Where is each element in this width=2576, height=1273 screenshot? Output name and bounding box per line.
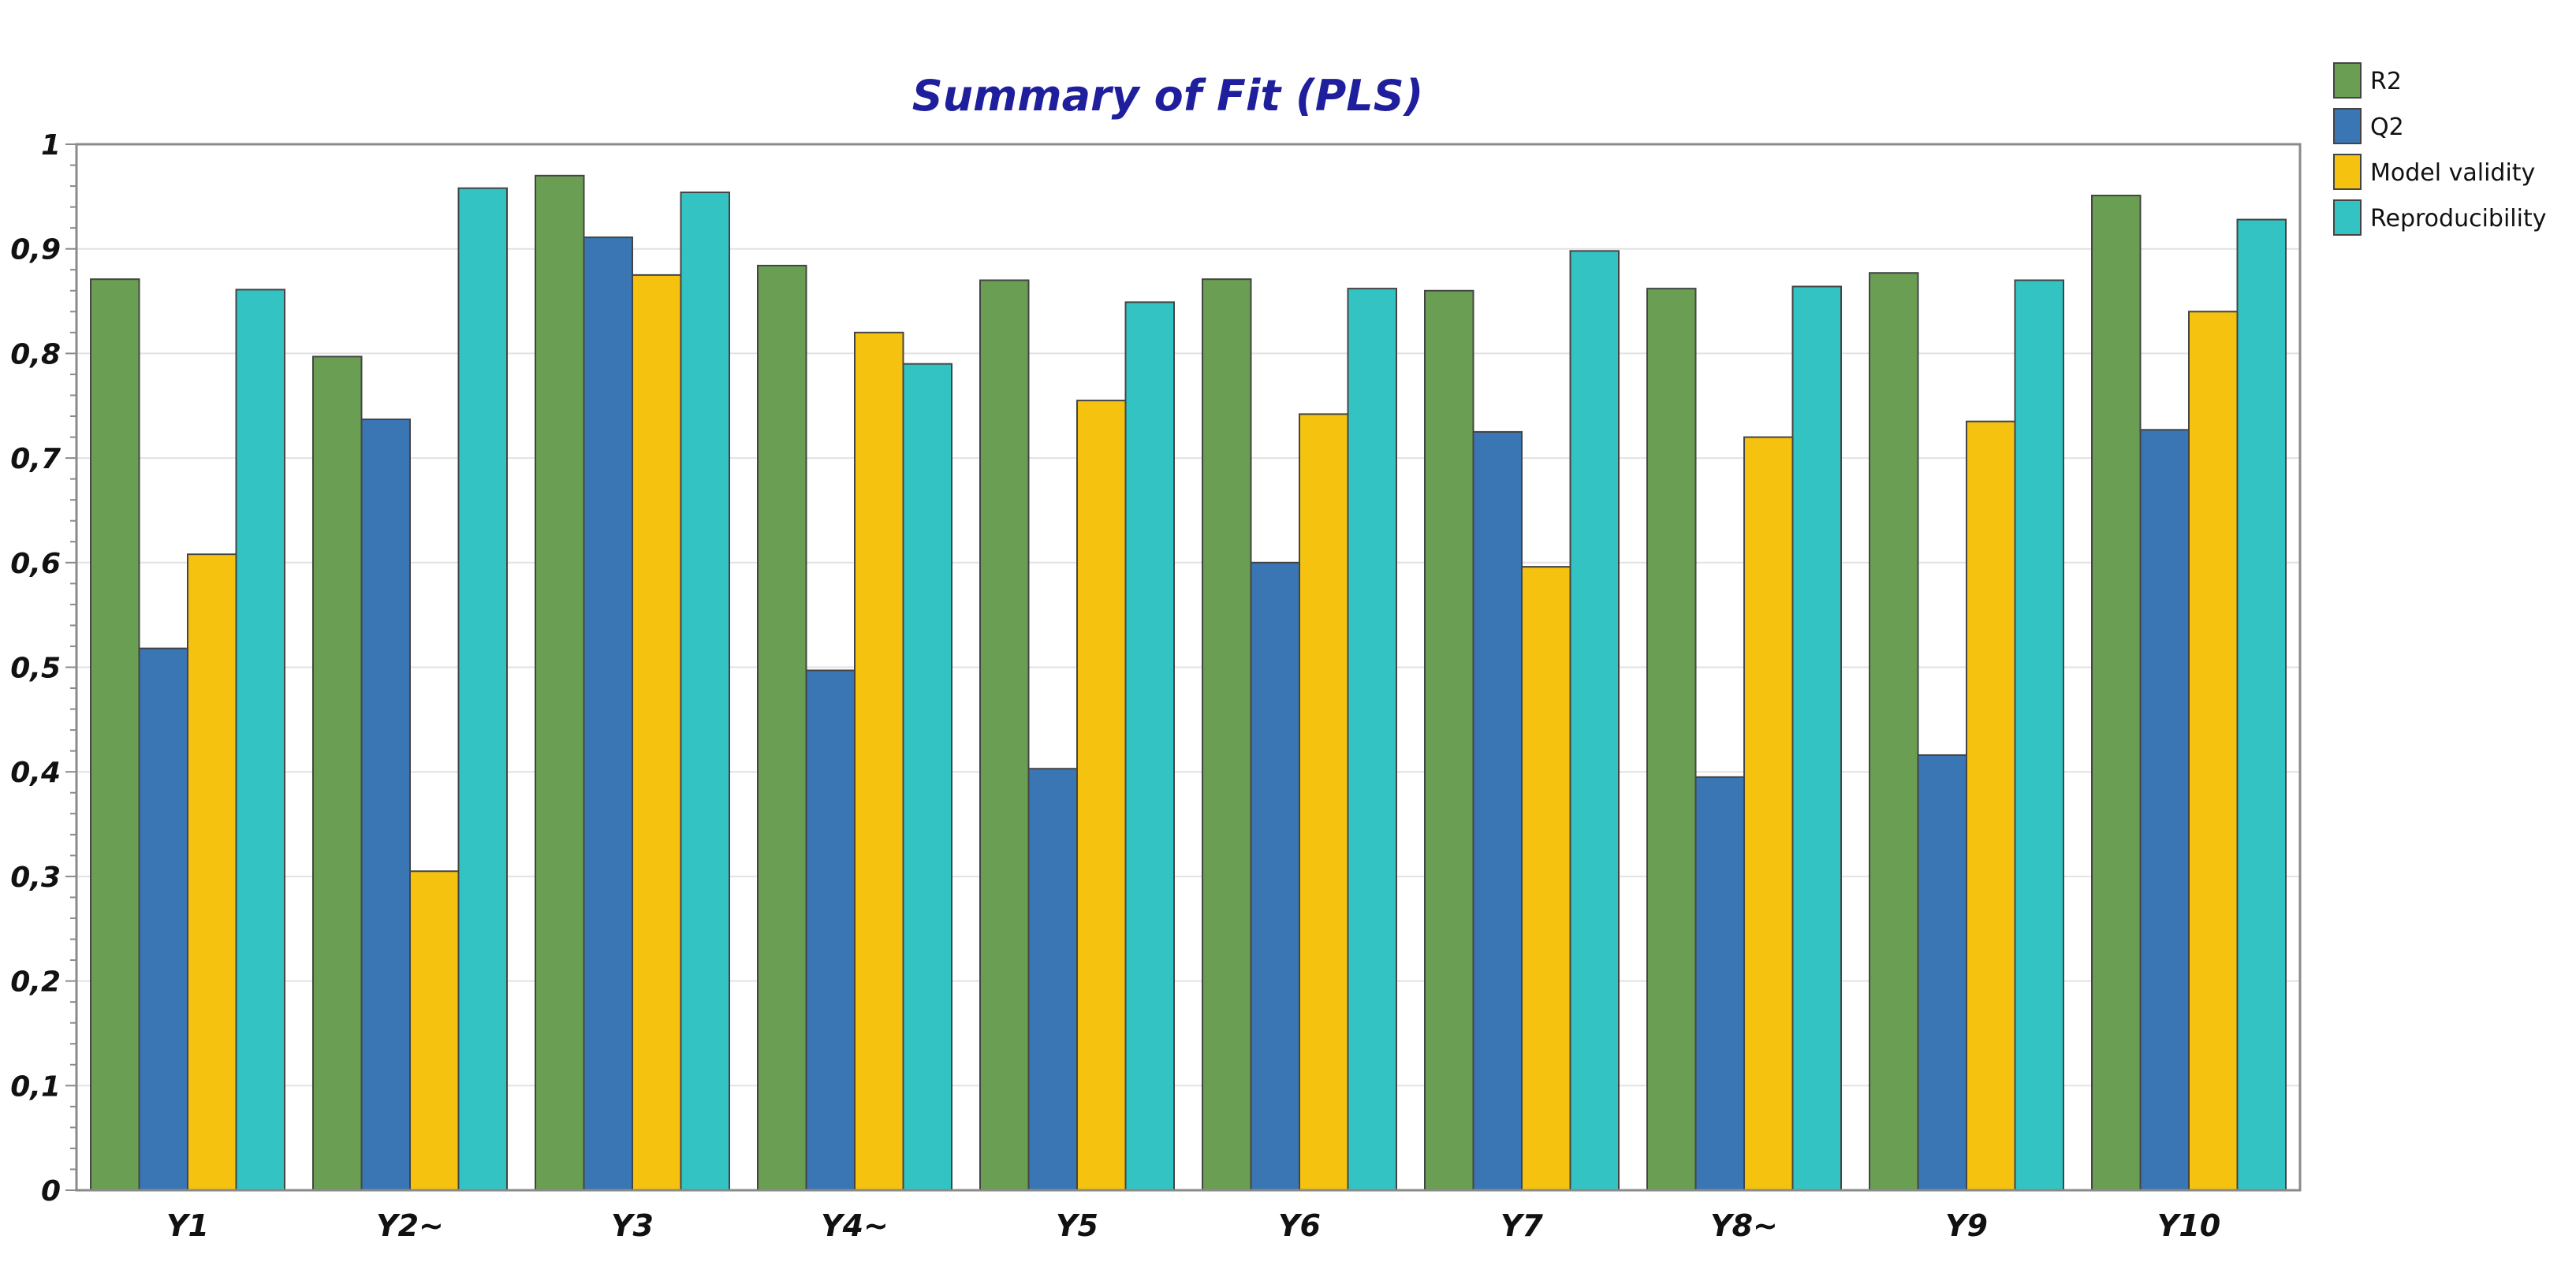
x-tick-label: Y2~ xyxy=(376,1208,444,1243)
bar-model-validity-Y4 xyxy=(854,331,904,1191)
legend-label: Q2 xyxy=(2370,114,2404,141)
bar-r2-Y3 xyxy=(535,174,585,1191)
legend-label: R2 xyxy=(2370,68,2402,95)
bar-reproducibility-Y2 xyxy=(457,187,508,1191)
y-tick-label: 0 xyxy=(41,1175,61,1208)
x-tick-label: Y8~ xyxy=(1710,1208,1778,1243)
y-tick-label: 0,2 xyxy=(10,966,61,999)
y-tick-label: 1 xyxy=(41,129,61,162)
bar-r2-Y9 xyxy=(1869,272,1919,1192)
bar-r2-Y6 xyxy=(1202,278,1252,1192)
bar-r2-Y2 xyxy=(312,355,363,1192)
x-tick-label: Y7 xyxy=(1500,1208,1544,1243)
bar-q2-Y1 xyxy=(138,647,188,1191)
y-tick-label: 0,3 xyxy=(10,862,61,894)
legend-swatch xyxy=(2333,154,2362,190)
bar-q2-Y7 xyxy=(1472,430,1523,1191)
bar-model-validity-Y8 xyxy=(1743,436,1794,1191)
legend-swatch xyxy=(2333,62,2362,99)
x-tick-label: Y10 xyxy=(2157,1208,2220,1243)
bar-q2-Y6 xyxy=(1250,561,1300,1191)
bar-reproducibility-Y6 xyxy=(1347,288,1397,1192)
bar-q2-Y10 xyxy=(2139,429,2190,1191)
bar-q2-Y2 xyxy=(360,419,411,1191)
bar-r2-Y7 xyxy=(1424,289,1474,1191)
y-tick-label: 0,8 xyxy=(10,338,61,370)
y-tick-label: 0,7 xyxy=(10,443,61,475)
y-tick-label: 0,4 xyxy=(10,757,61,789)
bar-reproducibility-Y10 xyxy=(2236,218,2287,1192)
bar-reproducibility-Y1 xyxy=(235,288,285,1191)
bar-r2-Y1 xyxy=(90,278,140,1192)
legend-label: Model validity xyxy=(2370,159,2535,187)
legend-swatch xyxy=(2333,199,2362,236)
bars xyxy=(90,174,2287,1192)
y-tick-label: 0,9 xyxy=(10,234,61,266)
x-tick-label: Y3 xyxy=(611,1208,654,1243)
x-tick-label: Y1 xyxy=(166,1208,209,1243)
bar-reproducibility-Y4 xyxy=(902,363,952,1191)
bar-reproducibility-Y9 xyxy=(2014,279,2064,1191)
bar-reproducibility-Y3 xyxy=(680,192,730,1192)
y-tick-label: 0,1 xyxy=(10,1070,61,1103)
x-tick-label: Y6 xyxy=(1278,1208,1321,1243)
bar-q2-Y4 xyxy=(805,669,856,1191)
bar-r2-Y4 xyxy=(757,264,807,1191)
bar-model-validity-Y2 xyxy=(409,870,460,1191)
x-tick-label: Y9 xyxy=(1945,1208,1988,1243)
bar-model-validity-Y5 xyxy=(1076,400,1127,1191)
y-tick-label: 0,5 xyxy=(10,653,61,685)
bar-q2-Y8 xyxy=(1694,776,1745,1191)
x-tick-label: Y4~ xyxy=(821,1208,889,1243)
bar-model-validity-Y9 xyxy=(1966,420,2016,1191)
bar-reproducibility-Y7 xyxy=(1569,250,1620,1191)
bar-r2-Y8 xyxy=(1646,288,1697,1192)
bar-r2-Y10 xyxy=(2091,195,2142,1192)
bar-model-validity-Y3 xyxy=(632,274,682,1191)
plot-frame xyxy=(75,143,2302,1192)
x-axis-ticks: Y1 Y2~ Y3 Y4~ Y5 Y6 Y7 Y8~ Y9 Y10 xyxy=(166,1208,2220,1243)
legend-label: Reproducibility xyxy=(2370,205,2546,233)
legend-swatch xyxy=(2333,108,2362,144)
y-axis-ticks: 0 0,1 0,2 0,3 0,4 0,5 0,6 0,7 0,8 0,9 1 xyxy=(10,129,61,1208)
bar-model-validity-Y1 xyxy=(187,553,237,1191)
bar-q2-Y5 xyxy=(1027,768,1078,1191)
bar-model-validity-Y7 xyxy=(1521,566,1571,1191)
chart-title: Summary of Fit (PLS) xyxy=(912,71,1424,121)
bar-reproducibility-Y5 xyxy=(1124,301,1175,1192)
x-tick-label: Y5 xyxy=(1056,1208,1098,1243)
bar-q2-Y9 xyxy=(1917,754,1967,1191)
legend: R2 Q2 Model validity Reproducibility xyxy=(2333,62,2546,236)
bar-reproducibility-Y8 xyxy=(1791,285,1842,1191)
y-tick-label: 0,6 xyxy=(10,548,61,580)
bar-model-validity-Y10 xyxy=(2188,311,2239,1192)
bar-r2-Y5 xyxy=(979,279,1030,1191)
bar-q2-Y3 xyxy=(583,236,633,1191)
bar-model-validity-Y6 xyxy=(1299,413,1349,1191)
